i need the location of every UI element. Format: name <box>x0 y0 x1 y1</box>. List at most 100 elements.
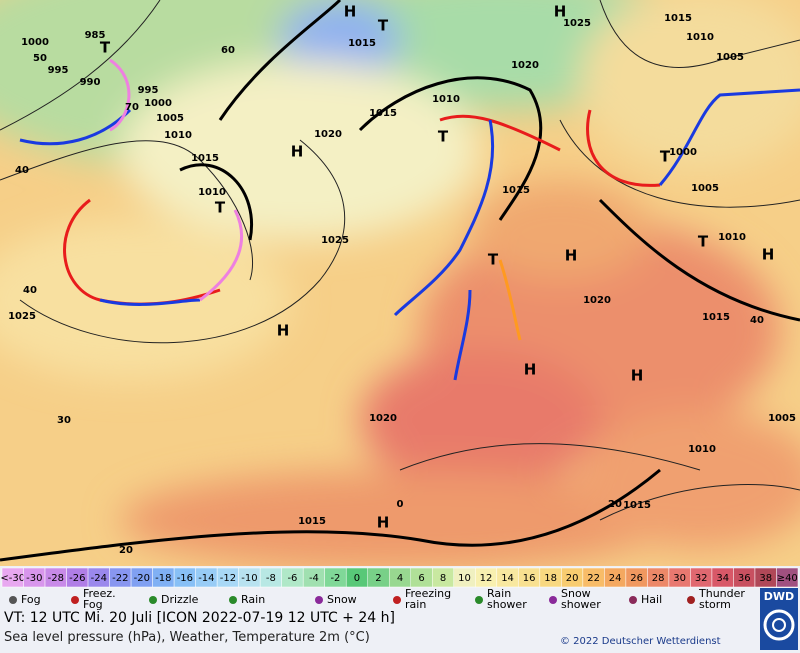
scale-label: 18 <box>544 573 557 584</box>
pressure-system: H <box>291 143 304 161</box>
pressure-system: H <box>554 3 567 21</box>
pressure-label: 1020 <box>583 295 611 306</box>
pressure-label: 1010 <box>686 32 714 43</box>
weather-label: Freezing <box>405 587 451 600</box>
pressure-label: 1005 <box>156 113 184 124</box>
pressure-label: 1020 <box>511 60 539 71</box>
fronts <box>19 58 800 381</box>
pressure-system: H <box>631 367 644 385</box>
pressure-system: H <box>524 361 537 379</box>
weather-icon <box>475 596 483 604</box>
pressure-label: 1020 <box>314 129 342 140</box>
pressure-label: 1010 <box>432 94 460 105</box>
scale-label: <-30 <box>0 573 25 584</box>
weather-label: Fog <box>83 598 103 611</box>
scale-label: 34 <box>716 573 729 584</box>
pressure-label: 60 <box>221 45 235 56</box>
scale-label: -26 <box>69 573 85 584</box>
logo: DWD <box>764 590 794 603</box>
pressure-label: 1015 <box>298 516 326 527</box>
pressure-label: 50 <box>33 53 47 64</box>
scale-label: -20 <box>134 573 150 584</box>
pressure-label: 40 <box>15 165 29 176</box>
pressure-label: 1015 <box>348 38 376 49</box>
pressure-label: 1010 <box>718 232 746 243</box>
pressure-label: 1015 <box>191 153 219 164</box>
pressure-label: 1005 <box>691 183 719 194</box>
scale-label: 12 <box>480 573 493 584</box>
pressure-label: 20 <box>608 499 622 510</box>
pressure-label: 1025 <box>321 235 349 246</box>
scale-label: 0 <box>354 573 360 584</box>
pressure-system: T <box>215 199 226 217</box>
pressure-label: 1010 <box>198 187 226 198</box>
scale-label: 20 <box>566 573 579 584</box>
pressure-system: T <box>698 233 709 251</box>
scale-label: -10 <box>241 573 257 584</box>
pressure-label: 990 <box>80 77 101 88</box>
pressure-system: T <box>100 39 111 57</box>
pressure-label: 1010 <box>688 444 716 455</box>
scale-label: 38 <box>759 573 772 584</box>
pressure-label: 20 <box>119 545 133 556</box>
pressure-system: H <box>377 514 390 532</box>
copyright: © 2022 Deutscher Wetterdienst <box>560 636 721 647</box>
pressure-label: 995 <box>138 85 159 96</box>
pressure-label: 995 <box>48 65 69 76</box>
scale-label: 32 <box>695 573 708 584</box>
weather-icon <box>71 596 79 604</box>
pressure-label: 1025 <box>563 18 591 29</box>
scale-label: 10 <box>458 573 471 584</box>
valid-time: VT: 12 UTC Mi. 20 Juli [ICON 2022-07-19 … <box>4 610 395 626</box>
scale-label: 28 <box>652 573 665 584</box>
pressure-label: 1015 <box>664 13 692 24</box>
scale-label: 2 <box>375 573 381 584</box>
pressure-label: 1020 <box>369 413 397 424</box>
pressure-system: T <box>438 128 449 146</box>
scale-label: 8 <box>440 573 446 584</box>
pressure-label: 1015 <box>502 185 530 196</box>
pressure-label: 1005 <box>768 413 796 424</box>
weather-icon <box>315 596 323 604</box>
scale-label: -16 <box>177 573 193 584</box>
pressure-label: 30 <box>57 415 71 426</box>
scale-cell <box>776 567 799 588</box>
scale-label: -28 <box>48 573 64 584</box>
weather-label: Hail <box>641 593 662 606</box>
pressure-label: 1025 <box>8 311 36 322</box>
scale-label: -24 <box>91 573 107 584</box>
logo-swirl <box>763 609 795 641</box>
weather-label: storm <box>699 598 731 611</box>
scale-label: -30 <box>26 573 42 584</box>
scale-label: -18 <box>155 573 171 584</box>
pressure-label: 1015 <box>623 500 651 511</box>
weather-label: Rain <box>241 593 265 606</box>
main-isobars <box>0 0 800 562</box>
pressure-label: 985 <box>85 30 106 41</box>
pressure-label: 1015 <box>369 108 397 119</box>
pressure-label: 0 <box>397 499 404 510</box>
scale-label: 22 <box>587 573 600 584</box>
weather-icon <box>393 596 401 604</box>
pressure-system: H <box>277 322 290 340</box>
weather-icon <box>549 596 557 604</box>
weather-label: Drizzle <box>161 593 199 606</box>
scale-label: 36 <box>738 573 751 584</box>
scale-label: -22 <box>112 573 128 584</box>
pressure-label: 1000 <box>21 37 49 48</box>
scale-label: 14 <box>501 573 514 584</box>
isobars <box>0 0 800 521</box>
pressure-label: 1000 <box>669 147 697 158</box>
weather-icon <box>149 596 157 604</box>
pressure-system: H <box>762 246 775 264</box>
weather-label: shower <box>561 598 601 611</box>
scale-label: -2 <box>330 573 340 584</box>
weather-label: rain <box>405 598 426 611</box>
pressure-system: T <box>488 251 499 269</box>
weather-icon <box>629 596 637 604</box>
pressure-label: 1005 <box>716 52 744 63</box>
logo-swirl-inner <box>772 618 786 632</box>
scale-label: 4 <box>397 573 403 584</box>
weather-label: Fog <box>21 593 41 606</box>
